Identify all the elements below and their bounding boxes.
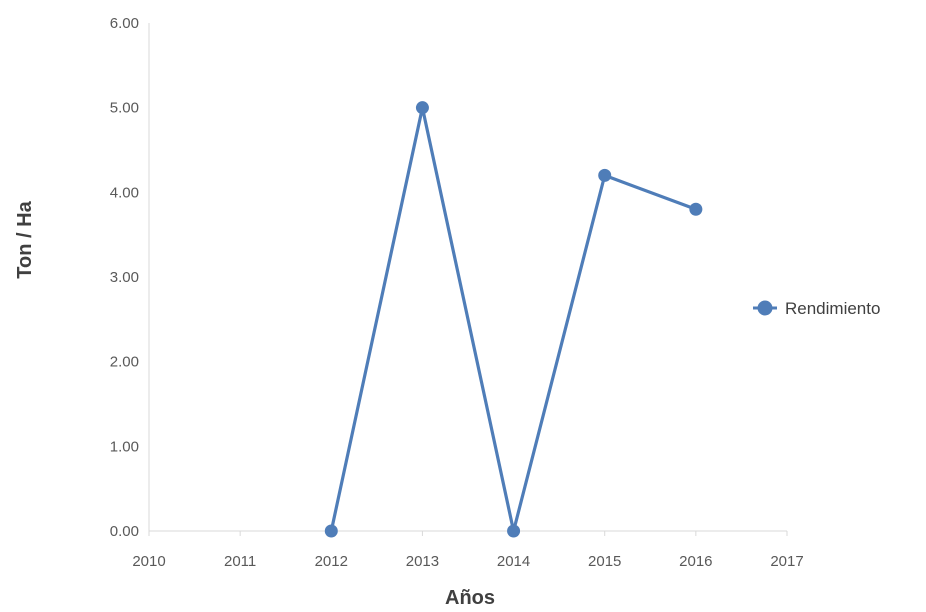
x-tick-label: 2011 (224, 553, 256, 570)
y-tick-label: 4.00 (110, 184, 139, 201)
series-rendimiento (324, 101, 703, 538)
x-tick-label: 2017 (770, 553, 803, 570)
y-axis: 0.00 1.00 2.00 3.00 4.00 5.00 6.00 (110, 15, 150, 540)
y-tick-label: 5.00 (110, 100, 139, 117)
x-tick-label: 2016 (679, 553, 712, 570)
x-axis: 2010 2011 2012 2013 2014 2015 2016 2017 (132, 530, 804, 570)
x-axis-title: Años (445, 587, 495, 609)
x-tick-label: 2014 (497, 553, 530, 570)
data-point (689, 202, 703, 216)
data-point (598, 168, 612, 182)
data-point (324, 524, 338, 538)
data-point (507, 524, 521, 538)
y-tick-label: 3.00 (110, 269, 139, 286)
x-tick-label: 2012 (315, 553, 348, 570)
x-tick-label: 2013 (406, 553, 439, 570)
y-tick-label: 2.00 (110, 354, 139, 371)
legend-point-marker (757, 300, 773, 316)
x-tick-label: 2010 (132, 553, 165, 570)
x-tick-label: 2015 (588, 553, 621, 570)
series-line (329, 106, 698, 533)
legend-label: Rendimiento (785, 299, 880, 318)
data-point (415, 101, 429, 115)
y-axis-title: Ton / Ha (14, 200, 36, 278)
y-tick-label: 0.00 (110, 523, 139, 540)
y-tick-label: 6.00 (110, 15, 139, 32)
legend: Rendimiento (753, 299, 880, 318)
y-tick-label: 1.00 (110, 438, 139, 455)
